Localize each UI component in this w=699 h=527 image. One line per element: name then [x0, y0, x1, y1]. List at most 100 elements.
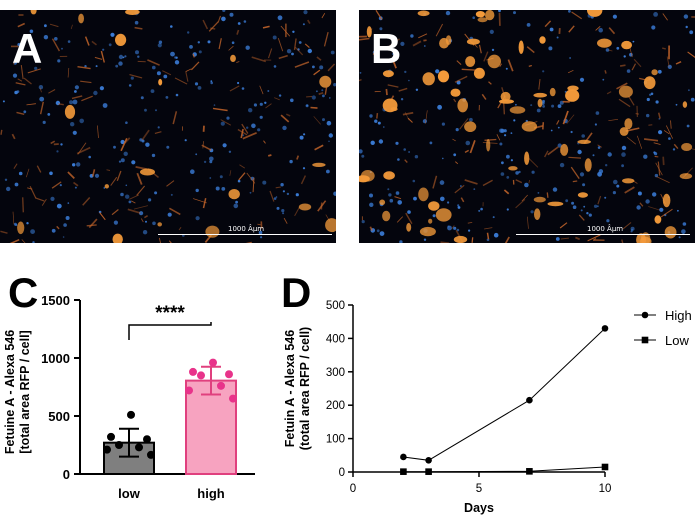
nucleus-dot [492, 216, 495, 219]
nucleus-dot [280, 183, 284, 187]
cell-fiber [653, 142, 661, 145]
nucleus-dot [410, 34, 414, 38]
cell-fiber [36, 165, 42, 173]
rfp-blob [565, 89, 580, 102]
nucleus-dot [374, 119, 378, 123]
cell-fiber [440, 241, 450, 243]
nucleus-dot [395, 191, 400, 195]
nucleus-dot [379, 231, 385, 237]
nucleus-dot [150, 89, 155, 93]
cell-fiber [202, 141, 204, 149]
cell-fiber [461, 68, 477, 71]
nucleus-dot [118, 160, 122, 163]
rfp-blob [450, 88, 461, 97]
cell-fiber [12, 211, 15, 225]
rfp-blob [508, 166, 518, 171]
cell-fiber [0, 129, 3, 135]
cell-fiber [185, 68, 192, 72]
cell-fiber [168, 240, 172, 243]
nucleus-dot [286, 192, 290, 196]
cell-fiber [578, 214, 585, 221]
cell-fiber [670, 120, 672, 129]
nucleus-dot [189, 45, 193, 49]
y-axis-label-2: (total area RFP / cell) [298, 327, 312, 450]
cell-fiber [310, 106, 318, 109]
nucleus-dot [605, 48, 610, 52]
nucleus-dot [35, 57, 40, 63]
nucleus-dot [209, 177, 212, 179]
nucleus-dot [616, 46, 620, 50]
rfp-blob [78, 13, 84, 24]
cell-fiber [262, 25, 270, 29]
nucleus-dot [282, 190, 285, 193]
cell-fiber [91, 40, 97, 46]
cell-fiber [236, 29, 240, 35]
cell-fiber [608, 27, 616, 35]
cell-fiber [208, 21, 219, 32]
nucleus-dot [579, 77, 585, 82]
cell-fiber [174, 77, 188, 85]
rfp-blob [112, 233, 123, 243]
nucleus-dot [445, 10, 451, 16]
nucleus-dot [305, 104, 309, 108]
cell-fiber [499, 63, 502, 68]
nucleus-dot [47, 113, 51, 116]
rfp-blob [537, 98, 543, 108]
nucleus-dot [377, 121, 381, 125]
nucleus-dot [145, 142, 150, 147]
nucleus-dot [651, 25, 656, 30]
nucleus-dot [457, 206, 461, 209]
nucleus-dot [504, 134, 507, 137]
nucleus-dot [321, 89, 324, 92]
cell-fiber [478, 44, 482, 54]
cell-fiber [229, 85, 240, 92]
cell-fiber [637, 135, 643, 149]
rfp-blob [477, 17, 488, 23]
nucleus-dot [513, 119, 516, 122]
nucleus-dot [480, 207, 483, 211]
nucleus-dot [649, 93, 652, 97]
cell-fiber [568, 25, 575, 33]
nucleus-dot [245, 45, 250, 50]
nucleus-dot [384, 47, 388, 51]
cell-fiber [111, 209, 119, 216]
nucleus-dot [555, 237, 560, 241]
nucleus-dot [262, 180, 267, 185]
cell-fiber [572, 180, 578, 183]
nucleus-dot [465, 140, 471, 146]
nucleus-dot [580, 209, 583, 212]
nucleus-dot [392, 53, 394, 55]
nucleus-dot [456, 228, 460, 232]
cell-fiber [56, 225, 60, 230]
rfp-blob [651, 69, 658, 76]
y-axis-label: Fetuin A - Alexa 546 [283, 330, 297, 447]
nucleus-dot [61, 47, 63, 50]
nucleus-dot [583, 205, 586, 208]
nucleus-dot [72, 130, 77, 135]
cell-fiber [418, 33, 428, 39]
cell-fiber [217, 15, 222, 23]
legend-label-high: High [665, 308, 692, 323]
cell-fiber [131, 200, 136, 204]
nucleus-dot [370, 140, 375, 145]
nucleus-dot [586, 212, 589, 215]
cell-fiber [324, 87, 328, 95]
nucleus-dot [542, 70, 545, 73]
cell-fiber [471, 237, 474, 243]
cell-fiber [39, 87, 42, 93]
nucleus-dot [175, 93, 179, 97]
data-point-high [217, 381, 225, 390]
rfp-blob [457, 98, 468, 113]
nucleus-dot [302, 167, 306, 170]
nucleus-dot [441, 122, 445, 126]
nucleus-dot [531, 170, 535, 174]
scale-label-a: 1000 Âµm [228, 225, 265, 233]
nucleus-dot [174, 60, 180, 65]
nucleus-dot [646, 97, 650, 102]
rfp-blob [639, 236, 652, 243]
y-tick-label: 300 [326, 367, 345, 379]
cell-fiber [129, 194, 140, 200]
line-chart-d: 0 100 200 300 400 500 0 5 10 Days Fetuin A - Alexa… [283, 300, 692, 515]
nucleus-dot [72, 163, 76, 167]
cell-fiber [547, 146, 559, 156]
